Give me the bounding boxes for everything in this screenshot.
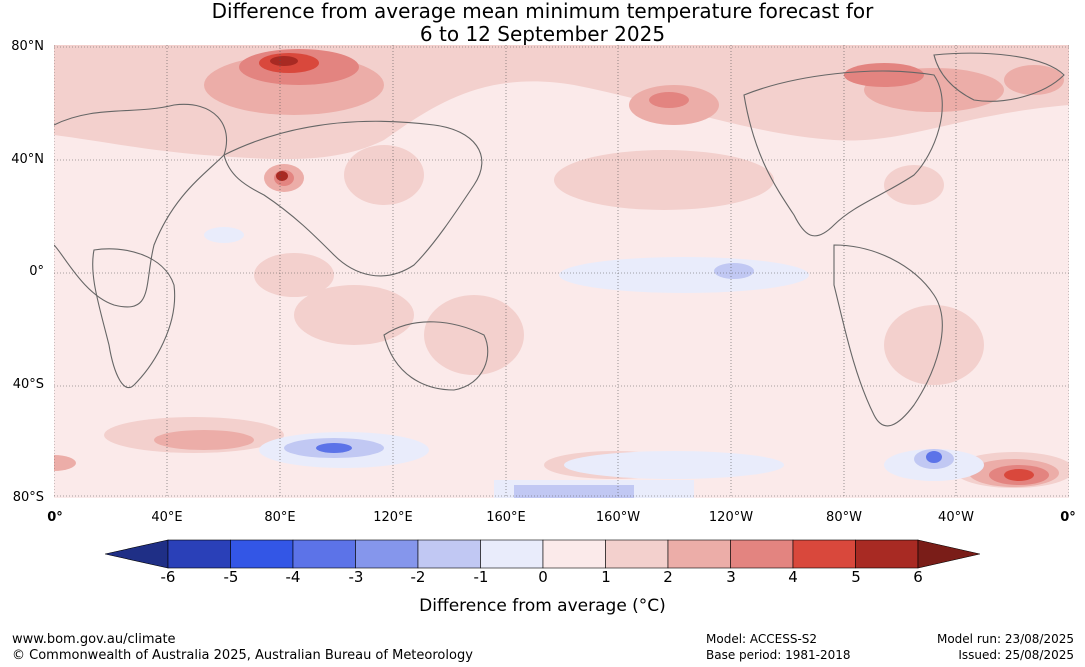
footer-base-period: Base period: 1981-2018	[706, 648, 851, 662]
lon-label-80e: 80°E	[264, 510, 296, 525]
colorbar-segment	[855, 539, 919, 569]
colorbar-segment	[667, 539, 731, 569]
anomaly-band-neg3	[316, 443, 942, 463]
colorbar-segment	[542, 539, 606, 569]
footer-issued: Issued: 25/08/2025	[958, 648, 1074, 662]
colorbar-tick: -4	[285, 568, 301, 586]
colorbar	[105, 539, 980, 569]
colorbar-segments	[167, 539, 919, 569]
lat-label-80s: 80°S	[12, 490, 44, 505]
lon-label-0-right: 0°	[1060, 510, 1076, 525]
footer-copyright: © Commonwealth of Australia 2025, Austra…	[12, 648, 473, 663]
coastlines	[54, 52, 1065, 427]
colorbar-tick: 1	[601, 568, 611, 586]
colorbar-segment	[355, 539, 419, 569]
colorbar-tick: 3	[726, 568, 736, 586]
colorbar-tick: -6	[160, 568, 176, 586]
graticule	[54, 45, 1069, 498]
colorbar-tick: 0	[538, 568, 548, 586]
colorbar-tick: -3	[348, 568, 364, 586]
colorbar-tick: 4	[788, 568, 798, 586]
colorbar-tick: 5	[851, 568, 861, 586]
colorbar-segment	[730, 539, 794, 569]
lon-label-40w: 40°W	[938, 510, 974, 525]
lon-label-120e: 120°E	[373, 510, 413, 525]
footer-model: Model: ACCESS-S2	[706, 632, 818, 646]
lon-label-80w: 80°W	[826, 510, 862, 525]
colorbar-segment	[417, 539, 481, 569]
anomaly-map	[54, 45, 1069, 498]
colorbar-tick: -2	[410, 568, 426, 586]
map-title: Difference from average mean minimum tem…	[0, 0, 1085, 46]
colorbar-high-arrow	[917, 539, 980, 569]
colorbar-segment	[167, 539, 231, 569]
lon-label-120w: 120°W	[708, 510, 754, 525]
colorbar-tick: -1	[473, 568, 489, 586]
footer-website[interactable]: www.bom.gov.au/climate	[12, 632, 176, 647]
lon-label-160e: 160°E	[486, 510, 526, 525]
colorbar-segment	[605, 539, 669, 569]
colorbar-tick: 6	[913, 568, 923, 586]
lat-label-80n: 80°N	[11, 39, 44, 54]
title-line-2: 6 to 12 September 2025	[419, 22, 666, 46]
lat-label-40n: 40°N	[11, 152, 44, 167]
colorbar-segment	[480, 539, 544, 569]
lon-label-0-left: 0°	[47, 510, 63, 525]
lat-label-0: 0°	[29, 264, 44, 279]
lon-label-40e: 40°E	[151, 510, 183, 525]
lon-label-160w: 160°W	[595, 510, 641, 525]
colorbar-tick: 2	[663, 568, 673, 586]
colorbar-segment	[292, 539, 356, 569]
colorbar-segment	[230, 539, 294, 569]
title-line-1: Difference from average mean minimum tem…	[211, 0, 874, 23]
colorbar-segment	[792, 539, 856, 569]
colorbar-tick: -5	[223, 568, 239, 586]
anomaly-band-6	[270, 56, 298, 181]
lat-label-40s: 40°S	[12, 377, 44, 392]
colorbar-low-arrow	[105, 539, 169, 569]
colorbar-label: Difference from average (°C)	[419, 596, 666, 616]
footer-model-run: Model run: 23/08/2025	[936, 632, 1074, 646]
